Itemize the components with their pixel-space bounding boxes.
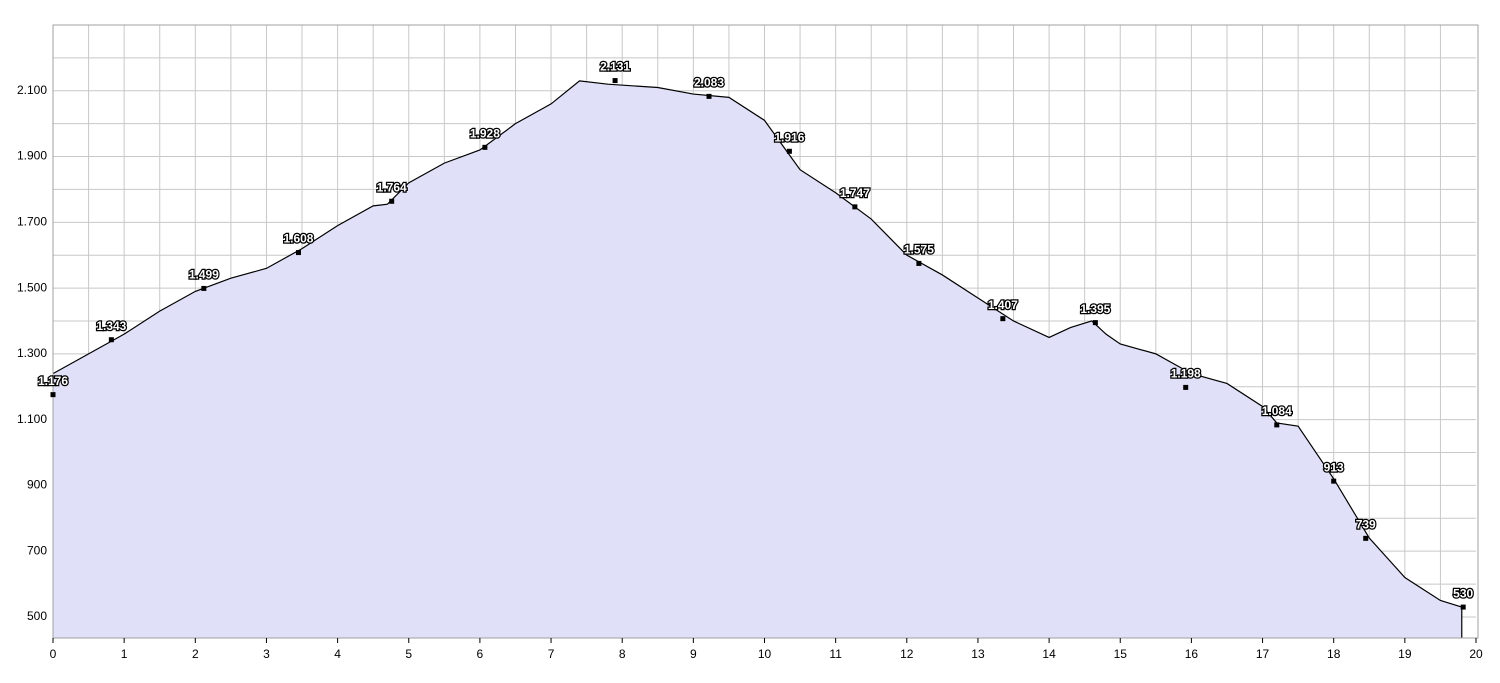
- marker: [1274, 422, 1280, 428]
- marker: [786, 148, 792, 154]
- value-label: 1.928: [470, 127, 500, 141]
- y-tick-label: 1.900: [17, 149, 47, 163]
- marker: [1460, 604, 1466, 610]
- marker: [706, 93, 712, 99]
- marker: [1092, 320, 1098, 326]
- x-tick-label: 11: [829, 647, 842, 661]
- marker: [916, 260, 922, 266]
- value-label: 739: [1356, 518, 1376, 532]
- value-label: 1.575: [904, 243, 934, 257]
- y-tick-label: 1.300: [17, 346, 47, 360]
- plot: [50, 24, 1479, 639]
- marker: [1183, 384, 1189, 390]
- value-label: 1.176: [38, 374, 68, 388]
- marker: [612, 78, 618, 84]
- y-tick-label: 700: [27, 543, 47, 557]
- y-tick-label: 2.100: [17, 83, 47, 97]
- marker: [1331, 478, 1337, 484]
- value-label: 1.343: [96, 319, 126, 333]
- x-tick-label: 6: [477, 647, 484, 661]
- value-label: 2.083: [694, 76, 724, 90]
- y-tick-label: 1.500: [17, 280, 47, 294]
- x-tick-label: 13: [971, 647, 985, 661]
- x-tick-label: 7: [548, 647, 555, 661]
- y-tick-label: 1.100: [17, 412, 47, 426]
- value-label: 1.608: [283, 232, 313, 246]
- x-tick-label: 4: [334, 647, 341, 661]
- x-tick-label: 12: [900, 647, 914, 661]
- y-tick-label: 1.700: [17, 214, 47, 228]
- marker: [1363, 535, 1369, 541]
- x-tick-label: 9: [690, 647, 697, 661]
- value-label: 1.764: [377, 180, 407, 194]
- x-tick-label: 1: [121, 647, 128, 661]
- x-tick-label: 8: [619, 647, 626, 661]
- x-tick-label: 3: [263, 647, 270, 661]
- value-label: 913: [1324, 460, 1344, 474]
- x-tick-label: 19: [1398, 647, 1412, 661]
- plot-border: [52, 24, 1479, 639]
- x-tick-label: 2: [192, 647, 199, 661]
- x-tick-label: 10: [758, 647, 772, 661]
- value-label: 530: [1453, 586, 1473, 600]
- value-label: 1.916: [774, 130, 804, 144]
- x-tick-label: 16: [1185, 647, 1199, 661]
- marker: [108, 337, 114, 343]
- value-label: 1.499: [189, 268, 219, 282]
- value-label: 1.407: [988, 298, 1018, 312]
- area-fill: [53, 80, 1462, 638]
- x-tick-label: 0: [50, 647, 57, 661]
- marker: [852, 204, 858, 210]
- marker: [201, 285, 207, 291]
- value-label: 1.747: [840, 186, 870, 200]
- marker: [50, 392, 56, 398]
- y-tick-label: 900: [27, 478, 47, 492]
- x-tick-label: 17: [1256, 647, 1270, 661]
- marker: [295, 250, 301, 256]
- marker: [1000, 316, 1006, 322]
- value-label: 1.198: [1171, 367, 1201, 381]
- x-tick-label: 5: [405, 647, 412, 661]
- x-tick-label: 20: [1469, 647, 1483, 661]
- value-label: 1.395: [1080, 302, 1110, 316]
- x-tick-label: 15: [1114, 647, 1128, 661]
- profile-line: [52, 80, 1462, 608]
- labels: 1.176 1.343 1.499 1.608 1.764 1.928 2.131 2.083…: [17, 58, 1483, 661]
- marker: [389, 198, 395, 204]
- x-tick-label: 14: [1042, 647, 1056, 661]
- value-label: 2.131: [600, 60, 630, 74]
- y-tick-label: 500: [27, 609, 47, 623]
- x-tick-label: 18: [1327, 647, 1341, 661]
- value-label: 1.084: [1262, 404, 1292, 418]
- marker: [482, 144, 488, 150]
